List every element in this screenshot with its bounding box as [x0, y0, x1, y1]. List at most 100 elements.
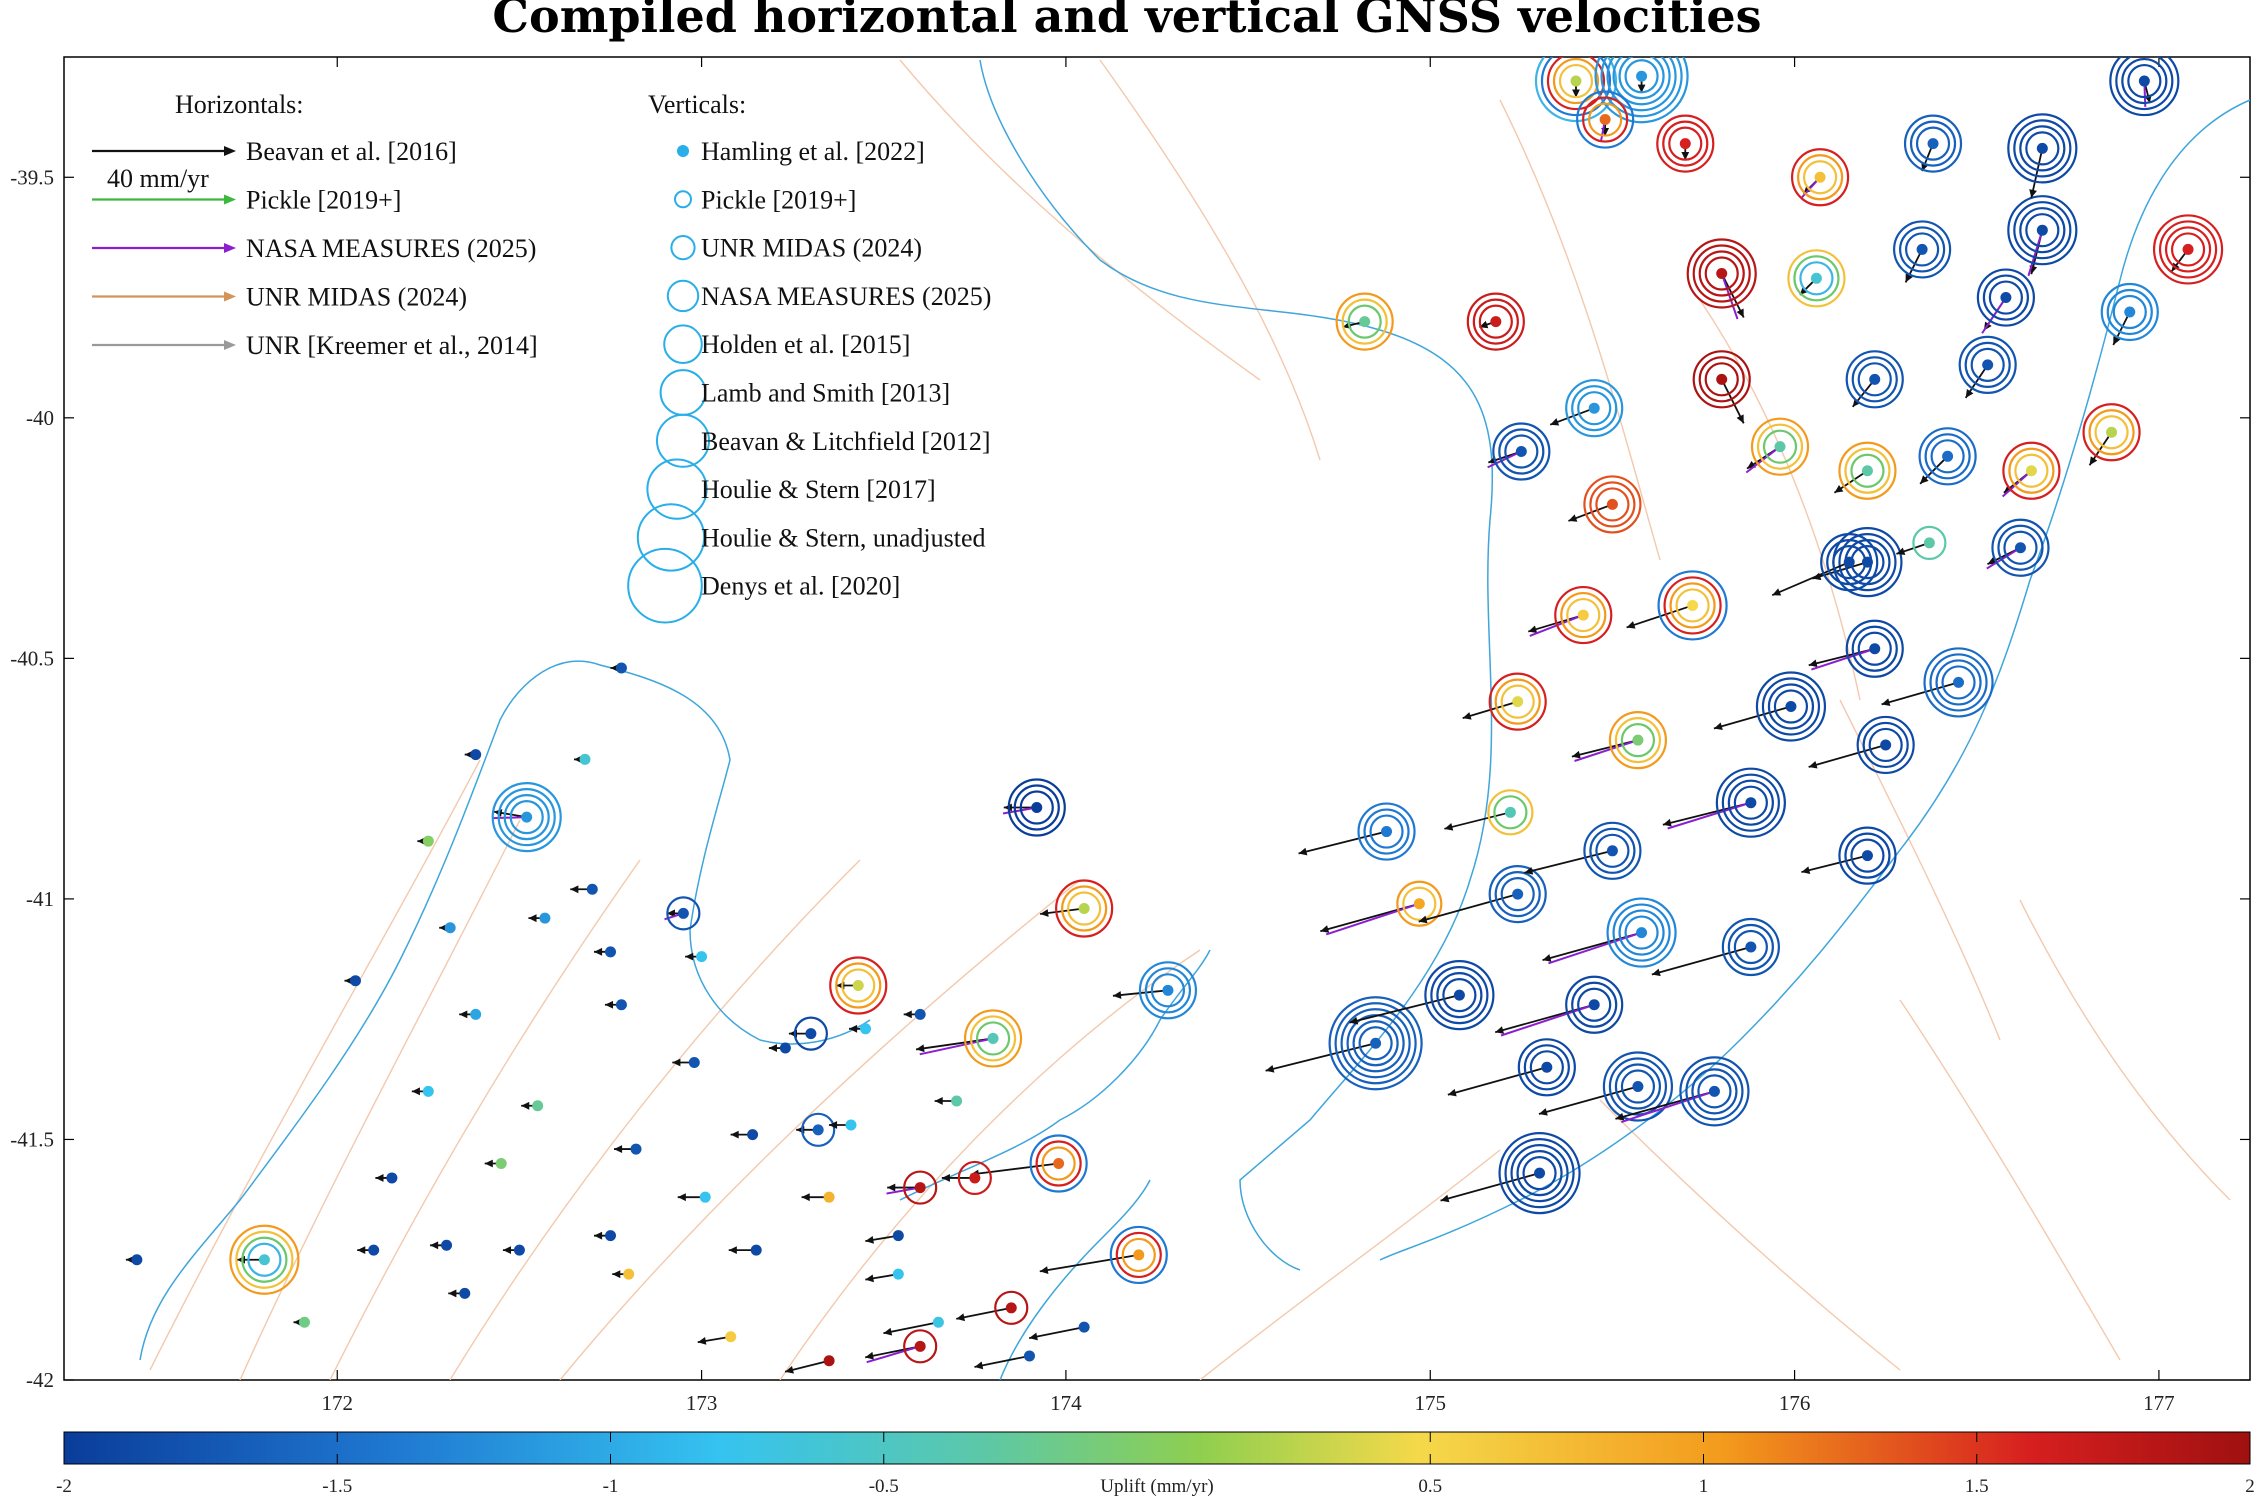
uplift-dot — [1453, 989, 1465, 1001]
uplift-dot — [1636, 927, 1648, 939]
vertical-ring — [1472, 298, 1519, 345]
gnss-site — [849, 1023, 872, 1035]
velocity-arrow — [1771, 561, 1850, 596]
vertical-ring — [1396, 880, 1443, 927]
uplift-dot — [2036, 142, 2048, 154]
vertical-ring — [1577, 391, 1612, 426]
velocity-arrow — [956, 1306, 1012, 1320]
vertical-ring — [1144, 967, 1192, 1014]
vertical-ring — [1857, 362, 1892, 397]
velocity-arrowhead — [1320, 925, 1330, 933]
uplift-dot — [1716, 267, 1728, 279]
velocity-arrow — [1444, 811, 1511, 830]
velocity-arrowhead — [411, 1087, 420, 1096]
vertical-ring — [1923, 647, 1994, 718]
uplift-dot — [1745, 797, 1757, 809]
vertical-ring — [903, 1170, 938, 1205]
vertical-ring — [1546, 57, 1606, 111]
vertical-ring — [1041, 1146, 1076, 1181]
uplift-dot — [1810, 272, 1822, 284]
velocity-arrowhead — [1965, 388, 1974, 398]
velocity-arrowhead — [2029, 189, 2037, 198]
gnss-site — [865, 1230, 904, 1244]
velocity-arrowhead — [1572, 89, 1580, 98]
uplift-dot — [1774, 441, 1786, 453]
velocity-arrowhead — [941, 1174, 950, 1182]
velocity-arrowhead — [521, 1101, 530, 1110]
vertical-ring — [1600, 57, 1683, 118]
vertical-ring — [2109, 57, 2180, 117]
gnss-site — [788, 1016, 828, 1051]
vertical-ring — [1488, 672, 1547, 731]
vertical-ring — [1727, 779, 1774, 826]
gnss-site — [411, 1085, 434, 1097]
gnss-site — [1656, 114, 1715, 173]
velocity-arrowhead — [1772, 588, 1782, 596]
nasa-arrow — [1487, 450, 1522, 469]
vertical-legend-label: UNR MIDAS (2024) — [701, 234, 922, 263]
vertical-legend-item: Houlie & Stern [2017] — [646, 458, 936, 520]
vertical-ring — [1493, 795, 1528, 830]
vertical-ring — [241, 1236, 288, 1283]
gnss-site — [1986, 518, 2050, 577]
vertical-ring — [1608, 711, 1668, 770]
velocity-arrowhead — [1637, 84, 1646, 93]
vertical-ring — [1363, 808, 1410, 855]
gnss-site — [2007, 113, 2078, 199]
vertical-ring — [1614, 1063, 1662, 1110]
velocity-arrowhead — [1834, 484, 1844, 493]
vertical-ring — [1844, 447, 1891, 494]
vertical-ring — [1898, 226, 1946, 273]
gnss-site — [697, 1331, 737, 1345]
vertical-ring — [2013, 201, 2072, 260]
gnss-site — [570, 883, 598, 895]
vertical-ring — [247, 1242, 282, 1277]
vertical-ring — [1845, 619, 1904, 678]
gnss-site — [1626, 570, 1728, 641]
gnss-site — [521, 1100, 544, 1112]
horizontal-legend-item: UNR MIDAS (2024) — [92, 283, 467, 312]
vertical-legend-label: Denys et al. [2020] — [701, 572, 900, 601]
vertical-ring — [1691, 1068, 1738, 1115]
uplift-dot — [2036, 224, 2048, 236]
gnss-site — [1918, 427, 1977, 486]
vertical-ring — [1523, 1044, 1570, 1091]
vertical-ring — [1522, 1156, 1557, 1191]
velocity-arrowhead — [594, 1231, 603, 1240]
vertical-ring — [2164, 226, 2212, 273]
vertical-ring — [1357, 802, 1416, 861]
velocity-arrowhead — [974, 1361, 984, 1370]
vertical-ring — [2094, 415, 2129, 450]
vertical-ring — [963, 1009, 1023, 1068]
horizontal-legend-heading: Horizontals: — [175, 90, 304, 119]
uplift-dot — [1577, 609, 1589, 621]
velocity-arrow — [2030, 148, 2044, 199]
vertical-ring — [1013, 784, 1060, 831]
velocity-arrowhead — [612, 1270, 621, 1279]
uplift-dot — [1745, 941, 1757, 953]
gnss-site — [610, 662, 627, 674]
vertical-ring — [2158, 220, 2218, 279]
gnss-site — [1808, 619, 1904, 678]
gnss-site — [1571, 711, 1668, 770]
velocity-arrowhead — [430, 1241, 439, 1250]
vertical-ring — [1571, 385, 1618, 432]
velocity-arrowhead — [1920, 475, 1929, 484]
gnss-site — [2109, 57, 2180, 117]
gnss-site — [614, 1143, 642, 1155]
vertical-ring — [1704, 256, 1739, 291]
vertical-ring — [1675, 588, 1710, 623]
legend-dot — [677, 145, 689, 157]
vertical-ring — [975, 1021, 1011, 1056]
gnss-site — [229, 1224, 300, 1295]
colorbar-tick-label: -1 — [603, 1476, 619, 1497]
uplift-dot — [1687, 599, 1699, 611]
vertical-ring — [1991, 518, 2050, 577]
uplift-dot — [615, 662, 627, 674]
uplift-dot — [1588, 402, 1600, 414]
fault-traces — [149, 59, 2231, 1380]
uplift-dot — [1785, 700, 1797, 712]
uplift-dot — [1512, 888, 1524, 900]
uplift-dot — [1381, 826, 1393, 838]
uplift-dot — [605, 946, 616, 958]
